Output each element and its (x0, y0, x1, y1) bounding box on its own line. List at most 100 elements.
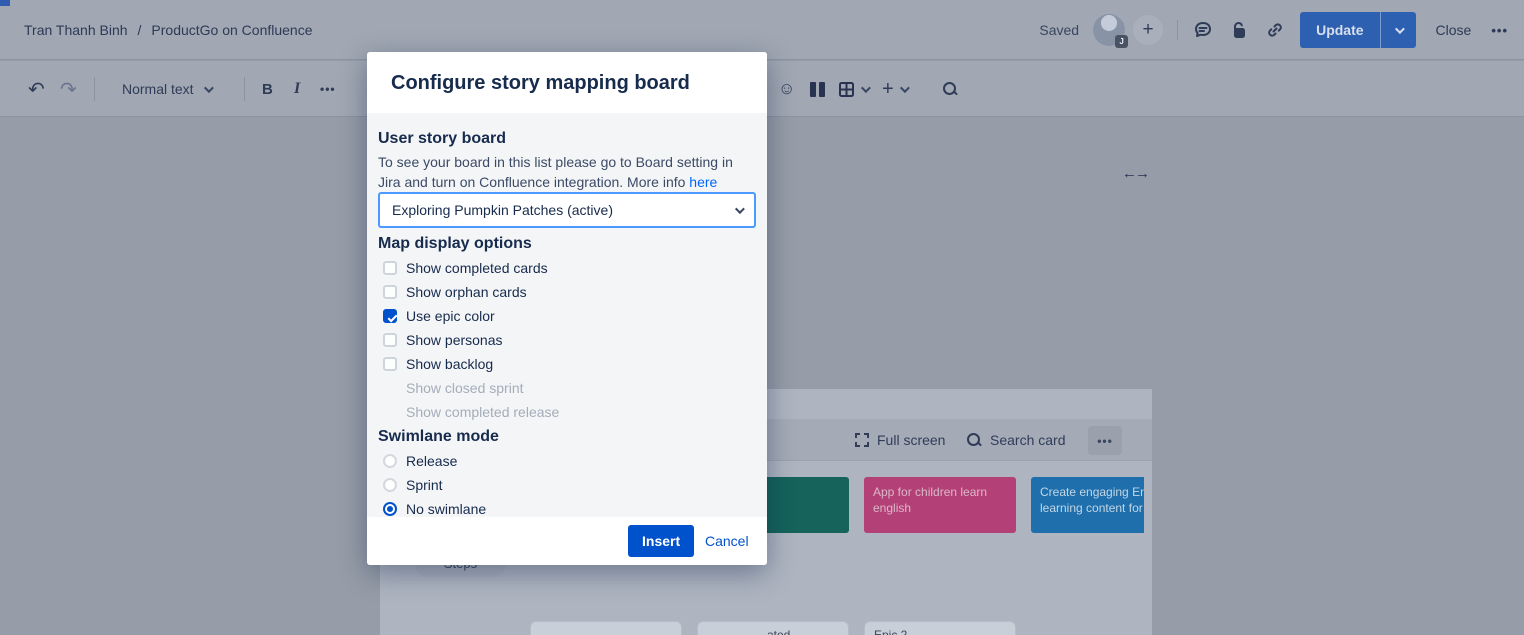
radio-icon[interactable] (383, 454, 397, 468)
top-bar: Tran Thanh Binh / ProductGo on Confluenc… (0, 0, 1524, 60)
emoji-button[interactable]: ☺ (778, 79, 796, 98)
column-bar-icon (819, 81, 825, 97)
insert-element-button[interactable]: + (882, 61, 910, 117)
checkbox-label: Show personas (406, 332, 503, 348)
user-story-board-heading: User story board (378, 130, 507, 147)
plus-icon: + (882, 77, 894, 100)
chevron-down-icon (203, 82, 214, 93)
breadcrumb-page[interactable]: ProductGo on Confluence (151, 22, 313, 38)
radio-label: No swimlane (406, 501, 487, 517)
divider (94, 77, 95, 101)
chevron-down-icon (1394, 23, 1405, 34)
checkbox-use-epic-color[interactable]: Use epic color (383, 304, 753, 328)
epic-card-title: Create engaging Englis learning content … (1040, 485, 1144, 515)
breadcrumb-user[interactable]: Tran Thanh Binh (24, 22, 128, 38)
avatar[interactable]: J (1093, 14, 1129, 48)
checkbox-icon[interactable] (383, 333, 397, 347)
swimlane-mode-heading: Swimlane mode (378, 428, 499, 445)
search-button[interactable] (942, 61, 958, 117)
more-options-button[interactable]: ••• (1491, 22, 1508, 38)
undo-button[interactable]: ↶ (28, 78, 45, 101)
corner-accent (0, 0, 10, 6)
dialog-footer: Insert Cancel (367, 517, 767, 565)
italic-button[interactable]: I (294, 80, 301, 97)
text-style-dropdown[interactable]: Normal text (122, 61, 214, 117)
unlock-icon[interactable] (1228, 19, 1250, 41)
cancel-button[interactable]: Cancel (705, 525, 749, 557)
issue-card-title: ated (767, 628, 791, 635)
chevron-down-icon (899, 82, 910, 93)
fullscreen-button[interactable]: Full screen (855, 419, 945, 461)
radio-sprint[interactable]: Sprint (383, 473, 753, 497)
text-format-more-button[interactable]: ••• (320, 82, 336, 96)
issue-card[interactable]: EPP-18 IN PROG... (530, 621, 682, 635)
checkbox-icon[interactable] (383, 261, 397, 275)
checkbox-show-closed-sprint: Show closed sprint (383, 376, 753, 400)
search-card-button[interactable]: Search card (966, 419, 1065, 461)
insert-button[interactable]: Insert (628, 525, 695, 557)
dialog-header: Configure story mapping board (367, 52, 767, 113)
checkbox-label: Show orphan cards (406, 284, 527, 300)
add-collaborator-button[interactable]: + (1133, 15, 1164, 45)
link-icon[interactable] (1264, 19, 1286, 41)
avatar-badge: J (1115, 35, 1129, 48)
radio-icon[interactable] (383, 478, 397, 492)
breadcrumb: Tran Thanh Binh / ProductGo on Confluenc… (24, 0, 313, 60)
redo-button[interactable]: ↷ (60, 78, 77, 101)
topbar-actions: Saved J + Update Close ••• (1039, 0, 1508, 60)
checkbox-label: Show closed sprint (406, 380, 524, 396)
search-card-label: Search card (990, 432, 1066, 448)
issue-card-title: Epic 2 (874, 628, 908, 635)
search-icon (966, 432, 982, 448)
checkbox-icon (383, 381, 397, 395)
more-info-link[interactable]: here (689, 174, 718, 190)
table-button[interactable] (839, 61, 871, 117)
board-description: To see your board in this list please go… (378, 152, 748, 192)
configure-story-map-dialog: Configure story mapping board User story… (367, 52, 767, 565)
update-button[interactable]: Update (1300, 12, 1380, 48)
board-select-value: Exploring Pumpkin Patches (active) (392, 202, 613, 218)
table-icon (839, 81, 854, 97)
checkbox-icon (383, 405, 397, 419)
search-icon (942, 81, 958, 97)
divider (1177, 20, 1179, 40)
fullscreen-icon (855, 433, 869, 447)
checkbox-show-orphan-cards[interactable]: Show orphan cards (383, 280, 753, 304)
checkbox-icon[interactable] (383, 357, 397, 371)
checkbox-label: Show completed release (406, 404, 560, 420)
comment-icon[interactable] (1192, 19, 1214, 41)
checkbox-label: Use epic color (406, 308, 495, 324)
chevron-down-icon (860, 82, 871, 93)
epic-card-title: App for children learn english (873, 485, 988, 515)
board-more-button[interactable]: ••• (1088, 426, 1122, 455)
chevron-down-icon (734, 203, 745, 214)
radio-label: Release (406, 453, 458, 469)
fullscreen-label: Full screen (877, 432, 946, 448)
checkbox-show-personas[interactable]: Show personas (383, 328, 753, 352)
layout-columns-button[interactable] (810, 61, 825, 117)
checkbox-show-completed-cards[interactable]: Show completed cards (383, 256, 753, 280)
bold-button[interactable]: B (262, 80, 273, 98)
board-select[interactable]: Exploring Pumpkin Patches (active) (378, 192, 756, 228)
update-dropdown-button[interactable] (1379, 12, 1416, 48)
epic-card[interactable]: App for children learn english (864, 477, 1016, 533)
close-button[interactable]: Close (1430, 22, 1478, 38)
checkbox-label: Show backlog (406, 356, 494, 372)
checkbox-icon[interactable] (383, 285, 397, 299)
board-description-text: To see your board in this list please go… (378, 154, 733, 190)
issue-card[interactable]: Epic 2 EPP-8 TO DO (864, 621, 1016, 635)
column-bar-icon (810, 81, 816, 97)
radio-no-swimlane[interactable]: No swimlane (383, 497, 753, 521)
checkbox-show-backlog[interactable]: Show backlog (383, 352, 753, 376)
update-button-group: Update (1300, 12, 1416, 48)
text-style-label: Normal text (122, 81, 194, 97)
editor-width-toggle[interactable]: ←→ (1122, 165, 1150, 182)
radio-release[interactable]: Release (383, 449, 753, 473)
issue-card[interactable]: ated EPP-17 TO DO (697, 621, 849, 635)
divider (244, 77, 245, 101)
epic-card[interactable]: Create engaging Englis learning content … (1031, 477, 1144, 533)
radio-icon[interactable] (383, 502, 397, 516)
breadcrumb-separator: / (137, 22, 142, 38)
checkbox-show-completed-release: Show completed release (383, 400, 753, 424)
checkbox-icon[interactable] (383, 309, 397, 323)
